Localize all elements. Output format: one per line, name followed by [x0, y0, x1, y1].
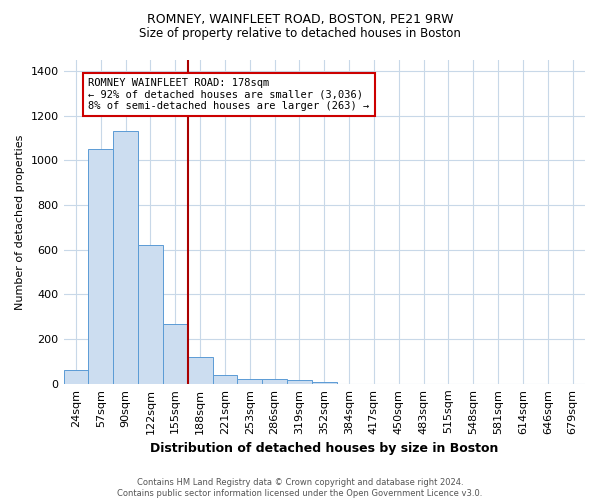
Text: ROMNEY WAINFLEET ROAD: 178sqm
← 92% of detached houses are smaller (3,036)
8% of: ROMNEY WAINFLEET ROAD: 178sqm ← 92% of d…	[88, 78, 370, 111]
Bar	[64, 370, 88, 384]
Bar	[188, 357, 212, 384]
Y-axis label: Number of detached properties: Number of detached properties	[15, 134, 25, 310]
Text: Size of property relative to detached houses in Boston: Size of property relative to detached ho…	[139, 28, 461, 40]
Bar	[262, 380, 287, 384]
Bar	[163, 324, 188, 384]
Text: Contains HM Land Registry data © Crown copyright and database right 2024.
Contai: Contains HM Land Registry data © Crown c…	[118, 478, 482, 498]
Bar	[113, 132, 138, 384]
Text: ROMNEY, WAINFLEET ROAD, BOSTON, PE21 9RW: ROMNEY, WAINFLEET ROAD, BOSTON, PE21 9RW	[147, 12, 453, 26]
X-axis label: Distribution of detached houses by size in Boston: Distribution of detached houses by size …	[150, 442, 499, 455]
Bar	[238, 380, 262, 384]
Bar	[312, 382, 337, 384]
Bar	[88, 150, 113, 384]
Bar	[287, 380, 312, 384]
Bar	[138, 246, 163, 384]
Bar	[212, 375, 238, 384]
